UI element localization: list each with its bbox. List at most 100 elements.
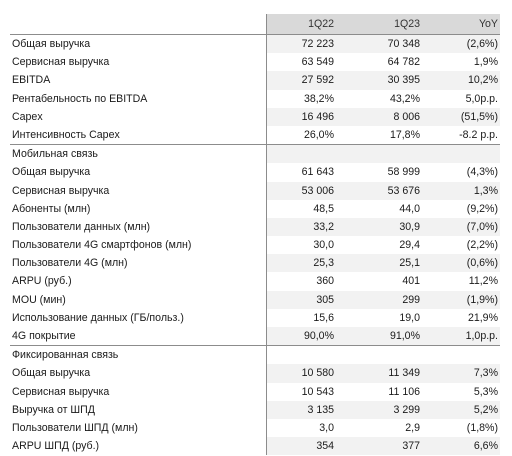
value-1q23: 11 106: [388, 385, 420, 398]
value-1q23: 44,0: [399, 202, 420, 215]
value-1q22: 354: [316, 440, 334, 453]
value-1q22: 38,2%: [303, 92, 334, 105]
section-header: Фиксированная связь: [10, 345, 500, 364]
table-body: Общая выручка 72 223 70 348 (2,6%) Сервисная…: [10, 35, 500, 456]
value-1q22: 360: [316, 275, 334, 288]
value-1q22: 30,0: [313, 239, 334, 252]
table-row: Сервисная выручка 63 549 64 782 1,9%: [10, 53, 500, 71]
row-label: Использование данных (ГБ/польз.): [12, 311, 184, 324]
value-1q22: 63 549: [301, 56, 334, 69]
financial-table: 1Q22 1Q23 YoY Общая выручка 72 223 70 348 (…: [10, 14, 500, 456]
row-label: Абоненты (млн): [12, 202, 91, 215]
value-yoy: 6,6%: [473, 440, 498, 453]
table-row: Рентабельность по EBITDA 38,2% 43,2% 5,0p.p…: [10, 90, 500, 108]
value-yoy: 7,3%: [473, 367, 498, 380]
value-1q23: 11 349: [388, 367, 420, 380]
value-1q23: 377: [402, 440, 420, 453]
value-1q23: 91,0%: [389, 330, 420, 342]
table-row: Пользователи 4G смартфонов (млн) 30,0 29,4…: [10, 236, 500, 254]
value-yoy: 10,2%: [467, 74, 498, 87]
value-1q23: 64 782: [387, 56, 420, 69]
section-title: Фиксированная связь: [12, 349, 119, 362]
value-yoy: (51,5%): [460, 110, 498, 123]
value-yoy: (1,9%): [466, 293, 498, 306]
value-1q23: 30,9: [399, 220, 420, 233]
row-label: Пользователи данных (млн): [12, 220, 151, 233]
value-1q23: 17,8%: [389, 128, 420, 141]
row-label: Пользователи ШПД (млн): [12, 421, 138, 434]
value-yoy: (1,8%): [466, 421, 498, 434]
table-row: Пользователи данных (млн) 33,2 30,9 (7,0%): [10, 217, 500, 237]
row-label: 4G покрытие: [12, 330, 76, 342]
table-row: Пользователи ШПД (млн) 3,0 2,9 (1,8%): [10, 419, 500, 437]
value-1q22: 48,5: [313, 202, 334, 215]
value-1q22: 10 580: [301, 367, 334, 380]
value-1q22: 15,6: [313, 311, 334, 324]
value-yoy: (2,6%): [466, 38, 498, 50]
table-row: 4G покрытие 90,0% 91,0% 1,0p.p.: [10, 327, 500, 346]
value-1q23: 53 676: [387, 184, 420, 197]
table-row: Интенсивность Capex 26,0% 17,8% -8.2 p.p.: [10, 126, 500, 144]
row-label: Сервисная выручка: [12, 184, 110, 197]
value-yoy: 11,2%: [468, 275, 498, 288]
value-1q23: 401: [402, 275, 420, 288]
value-yoy: -8.2 p.p.: [459, 128, 498, 141]
header-col-1q23: 1Q23: [394, 18, 420, 30]
value-1q22: 53 006: [301, 184, 334, 197]
value-yoy: 1,9%: [473, 56, 498, 69]
table-row: Выручка от ШПД 3 135 3 299 5,2%: [10, 400, 500, 420]
value-yoy: 5,2%: [473, 403, 498, 416]
value-1q23: 30 395: [387, 74, 420, 87]
table-row: Пользователи 4G (млн) 25,3 25,1 (0,6%): [10, 254, 500, 273]
value-1q22: 27 592: [301, 74, 334, 87]
value-yoy: 5,0p.p.: [465, 92, 498, 105]
row-label: Capex: [12, 110, 43, 123]
row-label: Сервисная выручка: [12, 385, 110, 398]
row-label: Общая выручка: [12, 38, 91, 50]
value-yoy: (9,2%): [466, 202, 498, 215]
row-label: MOU (мин): [12, 293, 66, 306]
row-label: Интенсивность Capex: [12, 128, 120, 141]
table-header: 1Q22 1Q23 YoY: [10, 14, 500, 35]
row-label: Пользователи 4G смартфонов (млн): [12, 239, 192, 252]
table-row: MOU (мин) 305 299 (1,9%): [10, 290, 500, 310]
table-row: Использование данных (ГБ/польз.) 15,6 19,0…: [10, 309, 500, 327]
table-row: Сервисная выручка 53 006 53 676 1,3%: [10, 181, 500, 200]
table-row: Абоненты (млн) 48,5 44,0 (9,2%): [10, 200, 500, 218]
table-row: Сервисная выручка 10 543 11 106 5,3%: [10, 383, 500, 401]
value-1q22: 305: [316, 293, 334, 306]
value-1q22: 90,0%: [303, 330, 334, 342]
row-label: Выручка от ШПД: [12, 403, 95, 416]
value-1q22: 72 223: [301, 38, 334, 50]
section-title: Мобильная связь: [12, 148, 98, 161]
value-1q22: 10 543: [301, 385, 334, 398]
table-row: Capex 16 496 8 006 (51,5%): [10, 107, 500, 127]
value-1q23: 29,4: [399, 239, 420, 252]
row-label: Сервисная выручка: [12, 56, 110, 69]
row-label: ARPU ШПД (руб.): [12, 440, 100, 453]
value-1q23: 8 006: [393, 110, 420, 123]
value-yoy: (2,2%): [466, 239, 498, 252]
column-divider: [266, 14, 267, 455]
row-label: Рентабельность по EBITDA: [12, 92, 148, 105]
value-yoy: (7,0%): [466, 220, 498, 233]
table-row: ARPU (руб.) 360 401 11,2%: [10, 272, 500, 290]
row-label: Пользователи 4G (млн): [12, 257, 128, 270]
table-row: ARPU ШПД (руб.) 354 377 6,6%: [10, 437, 500, 456]
value-yoy: (0,6%): [466, 257, 498, 270]
value-yoy: 1,3%: [473, 184, 498, 197]
table-row: Общая выручка 10 580 11 349 7,3%: [10, 364, 500, 383]
section-header: Мобильная связь: [10, 144, 500, 164]
table-row: EBITDA 27 592 30 395 10,2%: [10, 71, 500, 90]
value-1q23: 19,0: [399, 311, 420, 324]
value-1q22: 25,3: [313, 257, 334, 270]
value-1q23: 43,2%: [389, 92, 420, 105]
value-yoy: (4,3%): [466, 166, 498, 179]
header-col-yoy: YoY: [478, 18, 498, 30]
row-label: ARPU (руб.): [12, 275, 72, 288]
row-label: Общая выручка: [12, 367, 91, 380]
value-1q23: 2,9: [405, 421, 420, 434]
value-1q22: 16 496: [301, 110, 334, 123]
value-1q22: 26,0%: [303, 128, 334, 141]
value-1q23: 299: [402, 293, 420, 306]
